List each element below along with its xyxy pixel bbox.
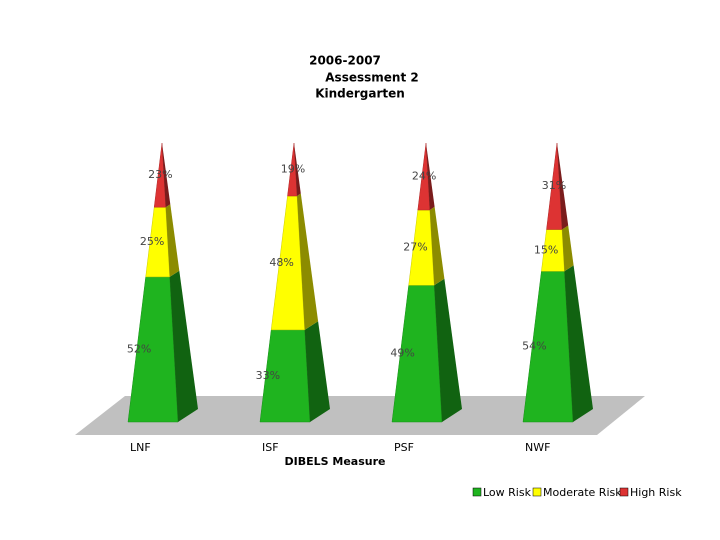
segment-side (169, 270, 198, 422)
title-line: Kindergarten (315, 87, 405, 101)
floor (75, 396, 645, 435)
data-label: 24% (412, 169, 436, 182)
pyramid-segment (259, 321, 330, 423)
pyramid-segment (391, 278, 462, 423)
segment-side (429, 206, 445, 286)
data-label: 27% (403, 241, 427, 254)
pyramid-segment (127, 270, 198, 423)
x-tick-label: LNF (130, 441, 151, 454)
pyramid-segment (145, 204, 180, 278)
segment-side (562, 225, 574, 272)
segment-side (304, 321, 330, 422)
title-line: 2006-2007 (309, 54, 381, 68)
segment-side (162, 143, 171, 208)
x-tick-label: NWF (525, 441, 550, 454)
segment-side (434, 278, 462, 422)
x-axis-label: DIBELS Measure (285, 455, 386, 468)
data-label: 48% (269, 256, 293, 269)
data-label: 19% (281, 163, 305, 176)
pyramid-segment (153, 142, 171, 208)
pyramid-segment (287, 142, 301, 197)
legend-swatch (472, 487, 482, 497)
x-tick-label: PSF (394, 441, 414, 454)
segment-side (426, 143, 435, 210)
pyramid-segment (408, 206, 445, 286)
data-label: 15% (534, 243, 558, 256)
data-label: 52% (127, 342, 151, 355)
x-tick-label: ISF (262, 441, 279, 454)
legend-swatch (619, 487, 629, 497)
pyramid-segment (541, 225, 574, 272)
data-label: 33% (256, 369, 280, 382)
data-label: 23% (148, 168, 172, 181)
legend-label: Low Risk (483, 486, 532, 499)
legend-label: Moderate Risk (543, 486, 622, 499)
legend-label: High Risk (630, 486, 682, 499)
segment-side (165, 204, 180, 277)
pyramid-segment (546, 142, 569, 230)
segment-side (557, 143, 569, 230)
data-label: 49% (390, 347, 414, 360)
segment-side (297, 193, 319, 330)
data-label: 31% (542, 179, 566, 192)
segment-side (294, 143, 301, 196)
segment-side (564, 265, 593, 422)
data-label: 25% (140, 235, 164, 248)
pyramid-segment (417, 142, 435, 211)
title-line: Assessment 2 (325, 71, 418, 85)
data-label: 54% (522, 340, 546, 353)
legend-swatch (532, 487, 542, 497)
